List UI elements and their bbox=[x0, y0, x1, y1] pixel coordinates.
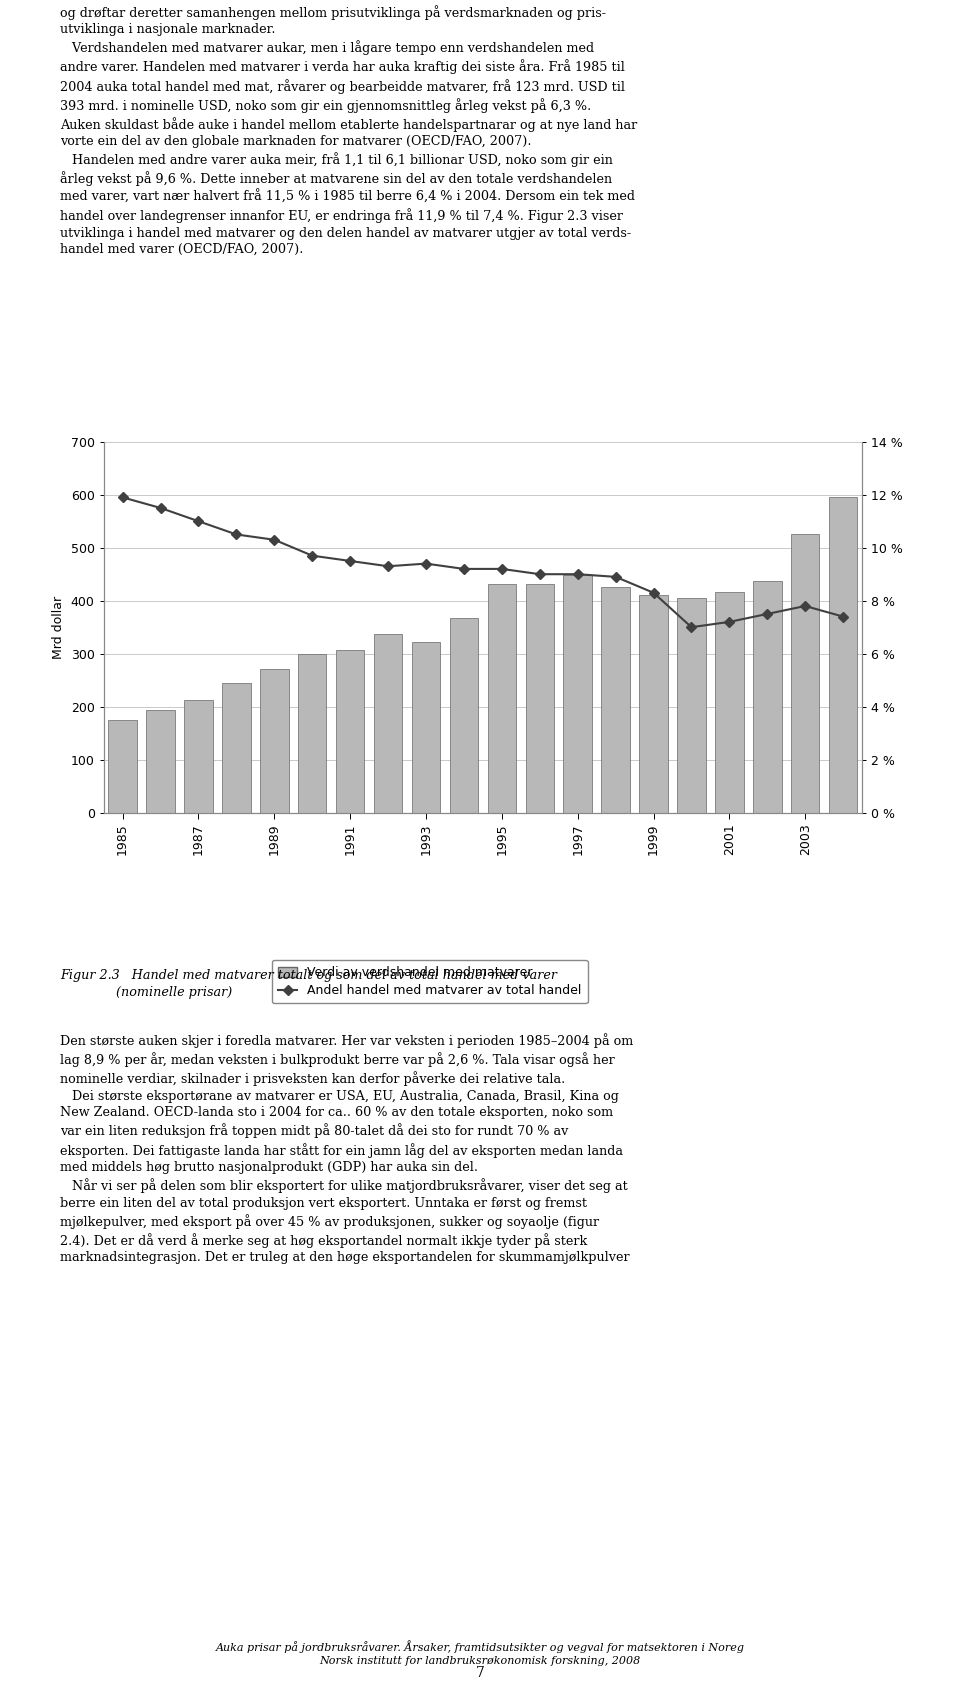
Text: Auka prisar på jordbruksråvarer. Årsaker, framtidsutsikter og vegval for matsekt: Auka prisar på jordbruksråvarer. Årsaker… bbox=[215, 1640, 745, 1666]
Bar bbox=[108, 720, 137, 813]
Bar bbox=[222, 683, 251, 813]
Bar bbox=[564, 575, 592, 813]
Bar bbox=[639, 595, 668, 813]
Bar bbox=[449, 617, 478, 813]
Legend: Verdi av verdshandel med matvarer, Andel handel med matvarer av total handel: Verdi av verdshandel med matvarer, Andel… bbox=[272, 959, 588, 1003]
Text: og drøftar deretter samanhengen mellom prisutviklinga på verdsmarknaden og pris-: og drøftar deretter samanhengen mellom p… bbox=[60, 5, 637, 256]
Bar bbox=[184, 700, 213, 813]
Bar bbox=[412, 642, 441, 813]
Bar bbox=[488, 583, 516, 813]
Bar bbox=[260, 669, 289, 813]
Bar bbox=[715, 592, 744, 813]
Y-axis label: Mrd dollar: Mrd dollar bbox=[52, 595, 65, 659]
Bar bbox=[146, 710, 175, 813]
Bar bbox=[791, 534, 820, 813]
Text: Figur 2.3   Handel med matvarer totalt og som del av total handel med varer
    : Figur 2.3 Handel med matvarer totalt og … bbox=[60, 969, 558, 998]
Bar bbox=[828, 497, 857, 813]
Bar bbox=[753, 580, 781, 813]
Bar bbox=[373, 634, 402, 813]
Bar bbox=[298, 654, 326, 813]
Bar bbox=[601, 587, 630, 813]
Bar bbox=[677, 599, 706, 813]
Text: 7: 7 bbox=[475, 1666, 485, 1679]
Text: Den største auken skjer i foredla matvarer. Her var veksten i perioden 1985–2004: Den største auken skjer i foredla matvar… bbox=[60, 1034, 634, 1264]
Bar bbox=[525, 583, 554, 813]
Bar bbox=[336, 651, 365, 813]
